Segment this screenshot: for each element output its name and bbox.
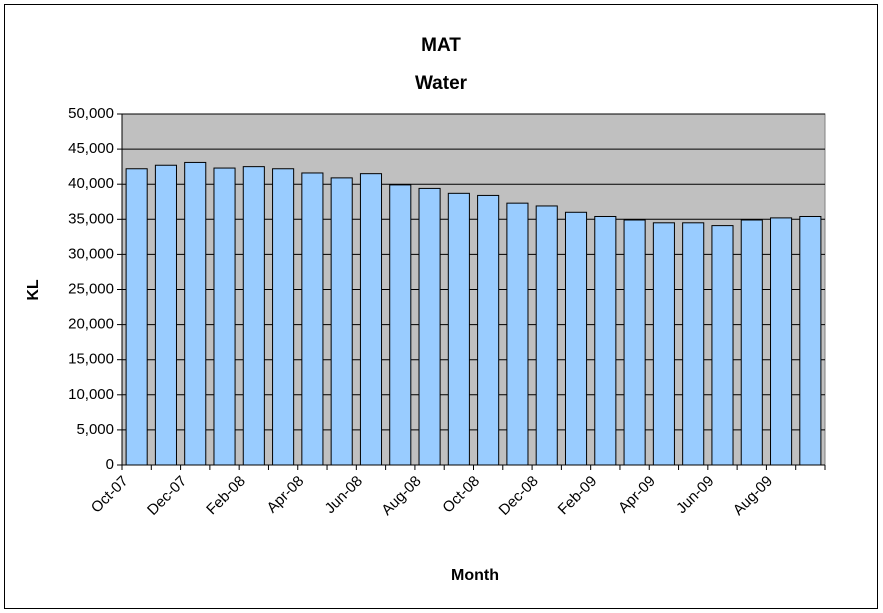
bar (594, 215, 617, 466)
bar (535, 205, 558, 466)
y-tick-label: 15,000 (68, 351, 114, 368)
bar (652, 222, 675, 466)
bar (799, 215, 822, 466)
bar (418, 187, 441, 466)
chart-subtitle: Water (415, 73, 468, 94)
bar (623, 219, 646, 466)
bar (682, 222, 705, 466)
y-tick-label: 45,000 (68, 140, 114, 157)
y-tick-label: 20,000 (68, 316, 114, 333)
bar (301, 172, 324, 466)
y-tick-label: 40,000 (68, 175, 114, 192)
x-axis-title: Month (451, 567, 499, 584)
bar (125, 168, 148, 466)
y-tick-label: 0 (106, 456, 114, 473)
y-tick-label: 35,000 (68, 210, 114, 227)
y-tick-label: 30,000 (68, 245, 114, 262)
bar (711, 225, 734, 466)
bar (447, 192, 470, 466)
y-axis-title: KL (25, 279, 42, 301)
bar (770, 217, 793, 466)
chart-title: MAT (421, 35, 461, 56)
y-tick-label: 5,000 (76, 421, 114, 438)
bar (389, 184, 412, 466)
y-tick-label: 50,000 (68, 105, 114, 122)
bar (213, 167, 236, 466)
bar (477, 194, 500, 466)
bar (184, 161, 207, 466)
bar (564, 211, 588, 466)
bar (330, 177, 353, 466)
bar (272, 168, 295, 466)
bar (242, 166, 265, 466)
bar (506, 202, 529, 466)
bar (359, 173, 383, 466)
bar (154, 164, 177, 466)
y-tick-label: 25,000 (68, 280, 114, 297)
y-tick-label: 10,000 (68, 386, 114, 403)
bar (740, 219, 763, 466)
